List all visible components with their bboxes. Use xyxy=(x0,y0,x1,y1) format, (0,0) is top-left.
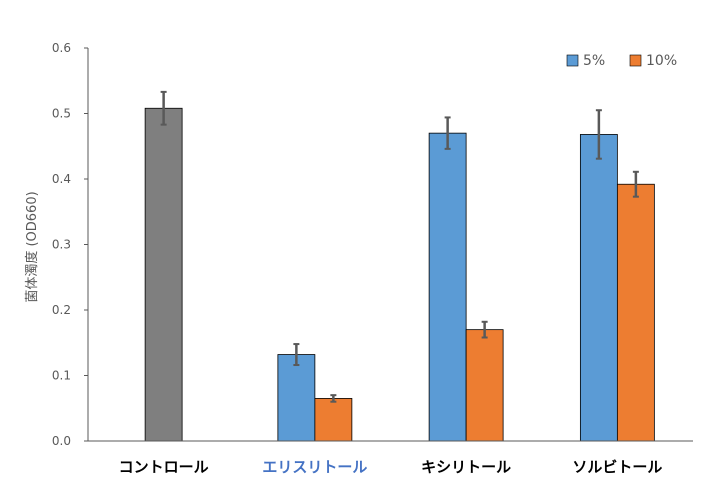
y-axis-title: 菌体濁度 (OD660) xyxy=(24,191,40,302)
bar-series-1 xyxy=(314,398,353,442)
y-tick-label: 0.3 xyxy=(52,238,71,252)
x-category-label: キシリトール xyxy=(421,458,511,476)
y-tick-label: 0.1 xyxy=(52,369,71,383)
legend: 5% 10% xyxy=(566,53,677,69)
bar-series-0 xyxy=(579,134,618,442)
error-bars xyxy=(160,90,639,403)
bar-control xyxy=(144,107,183,442)
bar-series-0 xyxy=(428,132,467,442)
legend-swatch xyxy=(629,54,642,67)
error-bar xyxy=(160,90,167,126)
y-tick-label: 0.4 xyxy=(52,172,71,186)
error-bar xyxy=(330,394,337,403)
bar-series-0 xyxy=(277,354,316,442)
error-bar xyxy=(595,109,602,160)
bar-series-1 xyxy=(616,183,655,442)
legend-label: 10% xyxy=(646,53,677,69)
y-tick-label: 0.2 xyxy=(52,303,71,317)
error-bar xyxy=(293,343,300,367)
legend-item: 5% xyxy=(566,53,605,69)
error-bar xyxy=(632,170,639,198)
legend-swatch xyxy=(566,54,579,67)
x-category-label: コントロール xyxy=(119,458,209,476)
bars xyxy=(144,107,655,442)
legend-item: 10% xyxy=(629,53,677,69)
legend-label: 5% xyxy=(583,53,605,69)
x-category-label: ソルビトール xyxy=(572,458,662,476)
y-tick-label: 0.5 xyxy=(52,107,71,121)
y-axis: 0.0 0.1 0.2 0.3 0.4 0.5 0.6 xyxy=(52,41,89,448)
y-tick-label: 0.0 xyxy=(52,434,71,448)
x-axis: コントロール エリスリトール キシリトール ソルビトール xyxy=(88,440,693,476)
bar-series-1 xyxy=(465,329,504,442)
error-bar xyxy=(444,116,451,150)
x-category-label: エリスリトール xyxy=(262,458,367,476)
error-bar xyxy=(481,320,488,339)
y-tick-label: 0.6 xyxy=(52,41,71,55)
